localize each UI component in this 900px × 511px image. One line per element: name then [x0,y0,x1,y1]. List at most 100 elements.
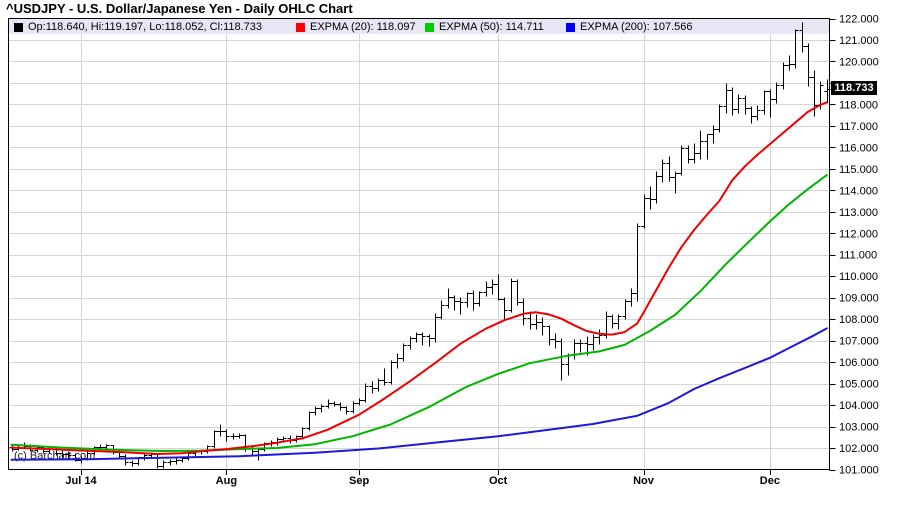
ohlc-bar [312,406,319,416]
ohlc-bar [369,381,376,394]
ohlc-bar [362,383,369,403]
legend-expma200-label: EXPMA (200): 107.566 [580,21,693,33]
ohlc-bar [786,55,793,71]
ohlc-bar [388,360,395,385]
ohlc-bars [9,22,831,469]
ohlc-bar [508,278,515,313]
y-axis-label: 112.000 [839,228,878,240]
expma20-swatch-icon [296,23,305,32]
ohlc-bar [527,311,534,330]
y-axis-label: 104.000 [839,400,879,412]
ohlc-bar [318,404,325,413]
ohlc-bar [299,427,306,438]
y-axis-label: 106.000 [839,357,879,369]
y-axis-label: 120.000 [839,56,879,68]
ohlc-bar [666,156,673,182]
y-axis-label: 117.000 [839,121,878,133]
y-axis-label: 102.000 [839,443,879,455]
y-axis-label: 105.000 [839,379,879,391]
y-axis-label: 116.000 [839,142,878,154]
x-axis-label: Aug [216,475,237,487]
ohlc-bar [533,314,540,330]
ohlc-bar [514,279,521,306]
ohlc-bar [375,378,382,392]
ohlc-bar [710,125,717,144]
ohlc-bar [154,453,161,469]
ohlc-swatch-icon [14,23,23,32]
ohlc-bar [552,333,559,349]
y-axis-label: 114.000 [839,185,878,197]
expma200-line [10,327,828,461]
ohlc-bar [805,43,812,87]
ohlc-bar [65,451,72,459]
ohlc-bar [419,332,426,346]
ohlc-bar [464,292,471,308]
ohlc-bar [325,399,332,409]
ohlc-bar [647,186,654,210]
ohlc-bar [432,313,439,343]
y-axis-label: 109.000 [839,293,879,305]
ohlc-bar [122,454,129,466]
legend-ohlc-label: Op:118.640, Hi:119.197, Lo:118.052, Cl:1… [28,21,263,33]
legend-band [9,19,829,34]
ohlc-bar [426,334,433,347]
ohlc-bar [476,291,483,307]
ohlc-bar [211,430,218,449]
ohlc-bar [381,368,388,386]
ohlc-bar [520,298,527,326]
x-axis-label: Oct [489,475,508,487]
ohlc-bar [546,325,553,346]
ohlc-bar [230,433,237,440]
x-axis-label: Jul 14 [65,475,97,487]
ohlc-bar [634,223,641,302]
ohlc-bar [413,332,420,343]
axes: 122.000 121.000 120.000 118.000 117.000 116.0… [65,14,878,488]
ohlc-bar [773,82,780,104]
ohlc-bar [761,90,768,115]
ohlc-bar [678,145,685,176]
ohlc-bar [400,343,407,362]
y-axis-label: 111.000 [839,250,877,262]
ohlc-bar [306,411,313,431]
ohlc-bar [173,458,180,465]
legend-expma50-label: EXPMA (50): 114.711 [439,21,544,33]
y-axis-label: 108.000 [839,314,879,326]
ohlc-bar [350,401,357,414]
ohlc-bar [331,401,338,407]
ohlc-bar [356,398,363,406]
ohlc-bar [438,300,445,320]
ohlc-bar [691,143,698,164]
ohlc-bar [659,159,666,183]
ohlc-bar [558,338,565,381]
last-price-label: 118.733 [831,81,877,95]
ohlc-bar [343,406,350,415]
ohlc-bar [495,274,502,301]
ohlc-bar [799,22,806,53]
ohlc-bar [767,89,774,118]
ohlc-bar [571,339,578,360]
ohlc-bar [697,130,704,160]
y-axis-label: 103.000 [839,422,879,434]
ohlc-bar [748,106,755,124]
ohlc-bar [735,94,742,114]
ohlc-bar [716,104,723,133]
y-axis-label: 113.000 [839,207,878,219]
ohlc-bar [445,288,452,309]
y-axis-label: 110.000 [839,271,878,283]
y-axis-label: 121.000 [839,35,879,47]
ohlc-bar [489,279,496,295]
ohlc-bar [792,29,799,69]
ohlc-bar [167,459,174,466]
ohlc-bar [179,457,186,463]
ohlc-bar [539,317,546,336]
expma50-swatch-icon [425,23,434,32]
ohlc-bar [236,433,243,439]
legend-item-expma50: EXPMA (50): 114.711 [425,22,544,33]
ohlc-bar [160,460,167,469]
ohlc-bar [129,460,136,467]
ohlc-bar [223,429,230,442]
y-axis-label: 118.000 [839,99,878,111]
ohlc-bar [742,95,749,115]
y-axis-label: 115.000 [839,164,878,176]
ohlc-bar [590,334,597,351]
